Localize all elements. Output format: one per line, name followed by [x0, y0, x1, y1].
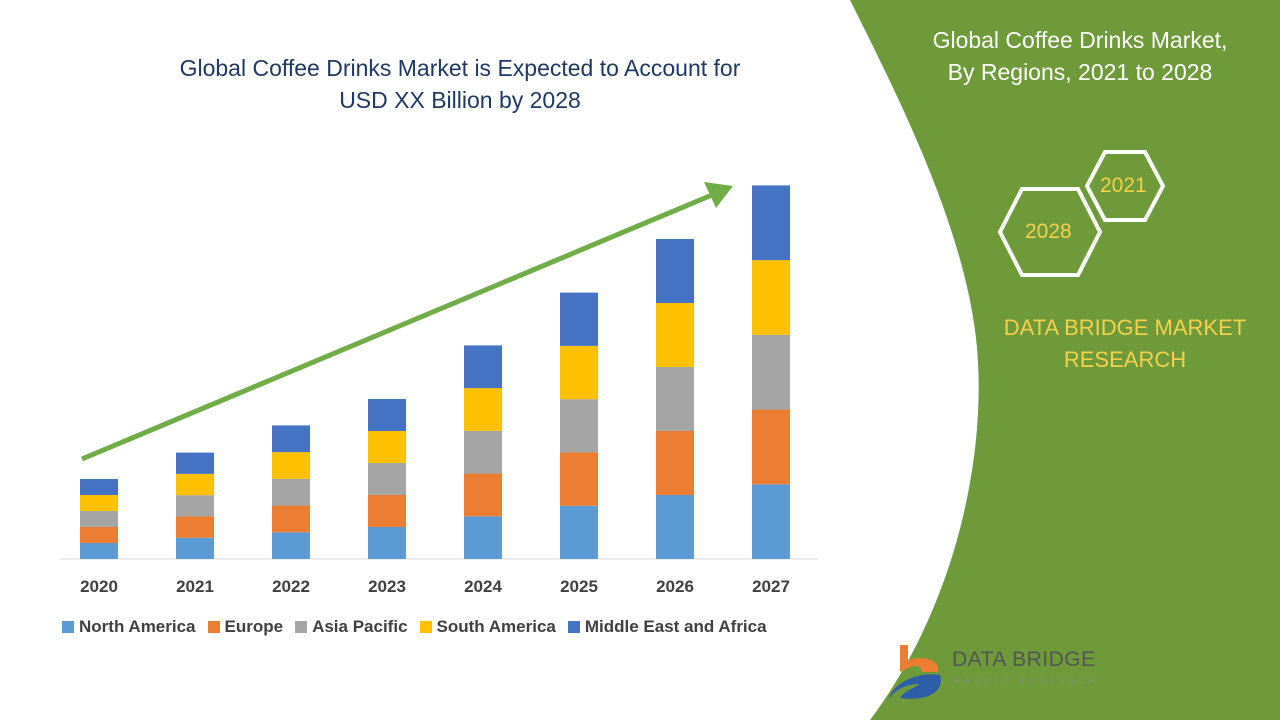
bar-segment-europe-2025: [560, 452, 598, 506]
bar-segment-asia-pacific-2027: [752, 334, 790, 410]
bar-segment-middle-east-and-africa-2026: [656, 239, 694, 303]
side-title-line-2: By Regions, 2021 to 2028: [947, 59, 1213, 85]
bar-segment-north-america-2021: [176, 537, 214, 559]
brand-line-2: RESEARCH: [1063, 347, 1187, 372]
legend-item: North America: [62, 617, 196, 637]
green-side-panel: [850, 0, 1280, 720]
trend-arrowhead: [704, 182, 733, 208]
bar-segment-asia-pacific-2020: [80, 511, 118, 527]
bar-segment-middle-east-and-africa-2020: [80, 479, 118, 495]
bar-segment-south-america-2022: [272, 452, 310, 479]
hex-label-2021: 2021: [1100, 174, 1147, 197]
legend-swatch: [207, 621, 220, 633]
hex-label-2028: 2028: [1025, 220, 1072, 243]
bar-segment-north-america-2025: [560, 505, 598, 559]
x-tick-label: 2025: [560, 577, 598, 596]
bar-segment-north-america-2024: [464, 516, 502, 559]
legend-label: Asia Pacific: [312, 617, 408, 636]
bar-segment-asia-pacific-2022: [272, 478, 310, 506]
bar-segment-europe-2022: [272, 505, 310, 533]
bar-segment-asia-pacific-2026: [656, 367, 694, 431]
logo-subtext: MARKET RESEARCH: [954, 678, 1099, 685]
bar-segment-asia-pacific-2025: [560, 399, 598, 453]
bar-segment-south-america-2027: [752, 260, 790, 335]
bar-segment-middle-east-and-africa-2025: [560, 292, 598, 346]
bar-segment-europe-2026: [656, 431, 694, 495]
bar-segment-south-america-2023: [368, 431, 406, 463]
bar-segment-middle-east-and-africa-2022: [272, 425, 310, 453]
x-tick-label: 2027: [752, 577, 790, 596]
bar-segment-europe-2020: [80, 527, 118, 543]
bar-segment-south-america-2024: [464, 388, 502, 431]
legend-label: Middle East and Africa: [584, 617, 767, 636]
legend-swatch: [419, 621, 432, 633]
trend-arrow: [81, 192, 713, 462]
bar-segment-europe-2021: [176, 516, 214, 538]
legend-item: Middle East and Africa: [567, 617, 767, 637]
x-tick-label: 2023: [368, 577, 406, 596]
legend-swatch: [567, 621, 580, 633]
side-panel-title: Global Coffee Drinks Market, By Regions,…: [895, 24, 1265, 88]
hexagon-2021: [1084, 150, 1166, 222]
legend-label: Europe: [224, 617, 284, 636]
bar-segment-asia-pacific-2021: [176, 495, 214, 517]
x-tick-label: 2024: [464, 577, 502, 596]
bar-segment-middle-east-and-africa-2027: [752, 185, 790, 261]
bar-segment-north-america-2022: [272, 532, 310, 559]
bar-segment-south-america-2026: [656, 303, 694, 367]
bar-segment-north-america-2026: [656, 495, 694, 559]
legend-item: Europe: [207, 617, 284, 637]
legend-swatch: [295, 621, 308, 633]
logo-text: DATA BRIDGE: [952, 648, 1096, 671]
bar-segment-north-america-2023: [368, 527, 406, 559]
bar-segment-north-america-2027: [752, 484, 790, 559]
legend-label: South America: [436, 617, 556, 636]
bar-segment-south-america-2025: [560, 345, 598, 400]
bar-segment-south-america-2020: [80, 495, 118, 511]
title-line-1: Global Coffee Drinks Market is Expected …: [179, 55, 741, 81]
title-line-2: USD XX Billion by 2028: [339, 87, 581, 113]
hexagon-2028: [997, 187, 1103, 277]
bar-segment-middle-east-and-africa-2024: [464, 345, 502, 389]
bar-segment-europe-2024: [464, 473, 502, 517]
x-tick-label: 2020: [80, 577, 118, 596]
bar-segment-middle-east-and-africa-2021: [176, 452, 214, 474]
legend-item: South America: [419, 617, 556, 637]
side-title-line-1: Global Coffee Drinks Market,: [932, 27, 1228, 53]
bar-segment-south-america-2021: [176, 473, 214, 496]
legend: North America Europe Asia Pacific South …: [62, 617, 767, 637]
bar-segment-middle-east-and-africa-2023: [368, 399, 406, 431]
bar-segment-asia-pacific-2023: [368, 463, 406, 495]
legend-swatch: [62, 621, 74, 633]
chart-title: Global Coffee Drinks Market is Expected …: [120, 52, 800, 116]
bar-segment-europe-2023: [368, 495, 406, 527]
brand-line-1: DATA BRIDGE MARKET: [1003, 315, 1247, 340]
x-tick-label: 2021: [176, 577, 214, 596]
bar-segment-europe-2027: [752, 409, 790, 485]
legend-label: North America: [79, 617, 196, 636]
x-tick-label: 2026: [656, 577, 694, 596]
x-tick-label: 2022: [272, 577, 310, 596]
legend-item: Asia Pacific: [295, 617, 408, 637]
brand-text: DATA BRIDGE MARKET RESEARCH: [985, 312, 1265, 376]
bar-segment-asia-pacific-2024: [464, 430, 502, 474]
logo-icon: [888, 645, 941, 700]
bar-segment-north-america-2020: [80, 543, 118, 559]
